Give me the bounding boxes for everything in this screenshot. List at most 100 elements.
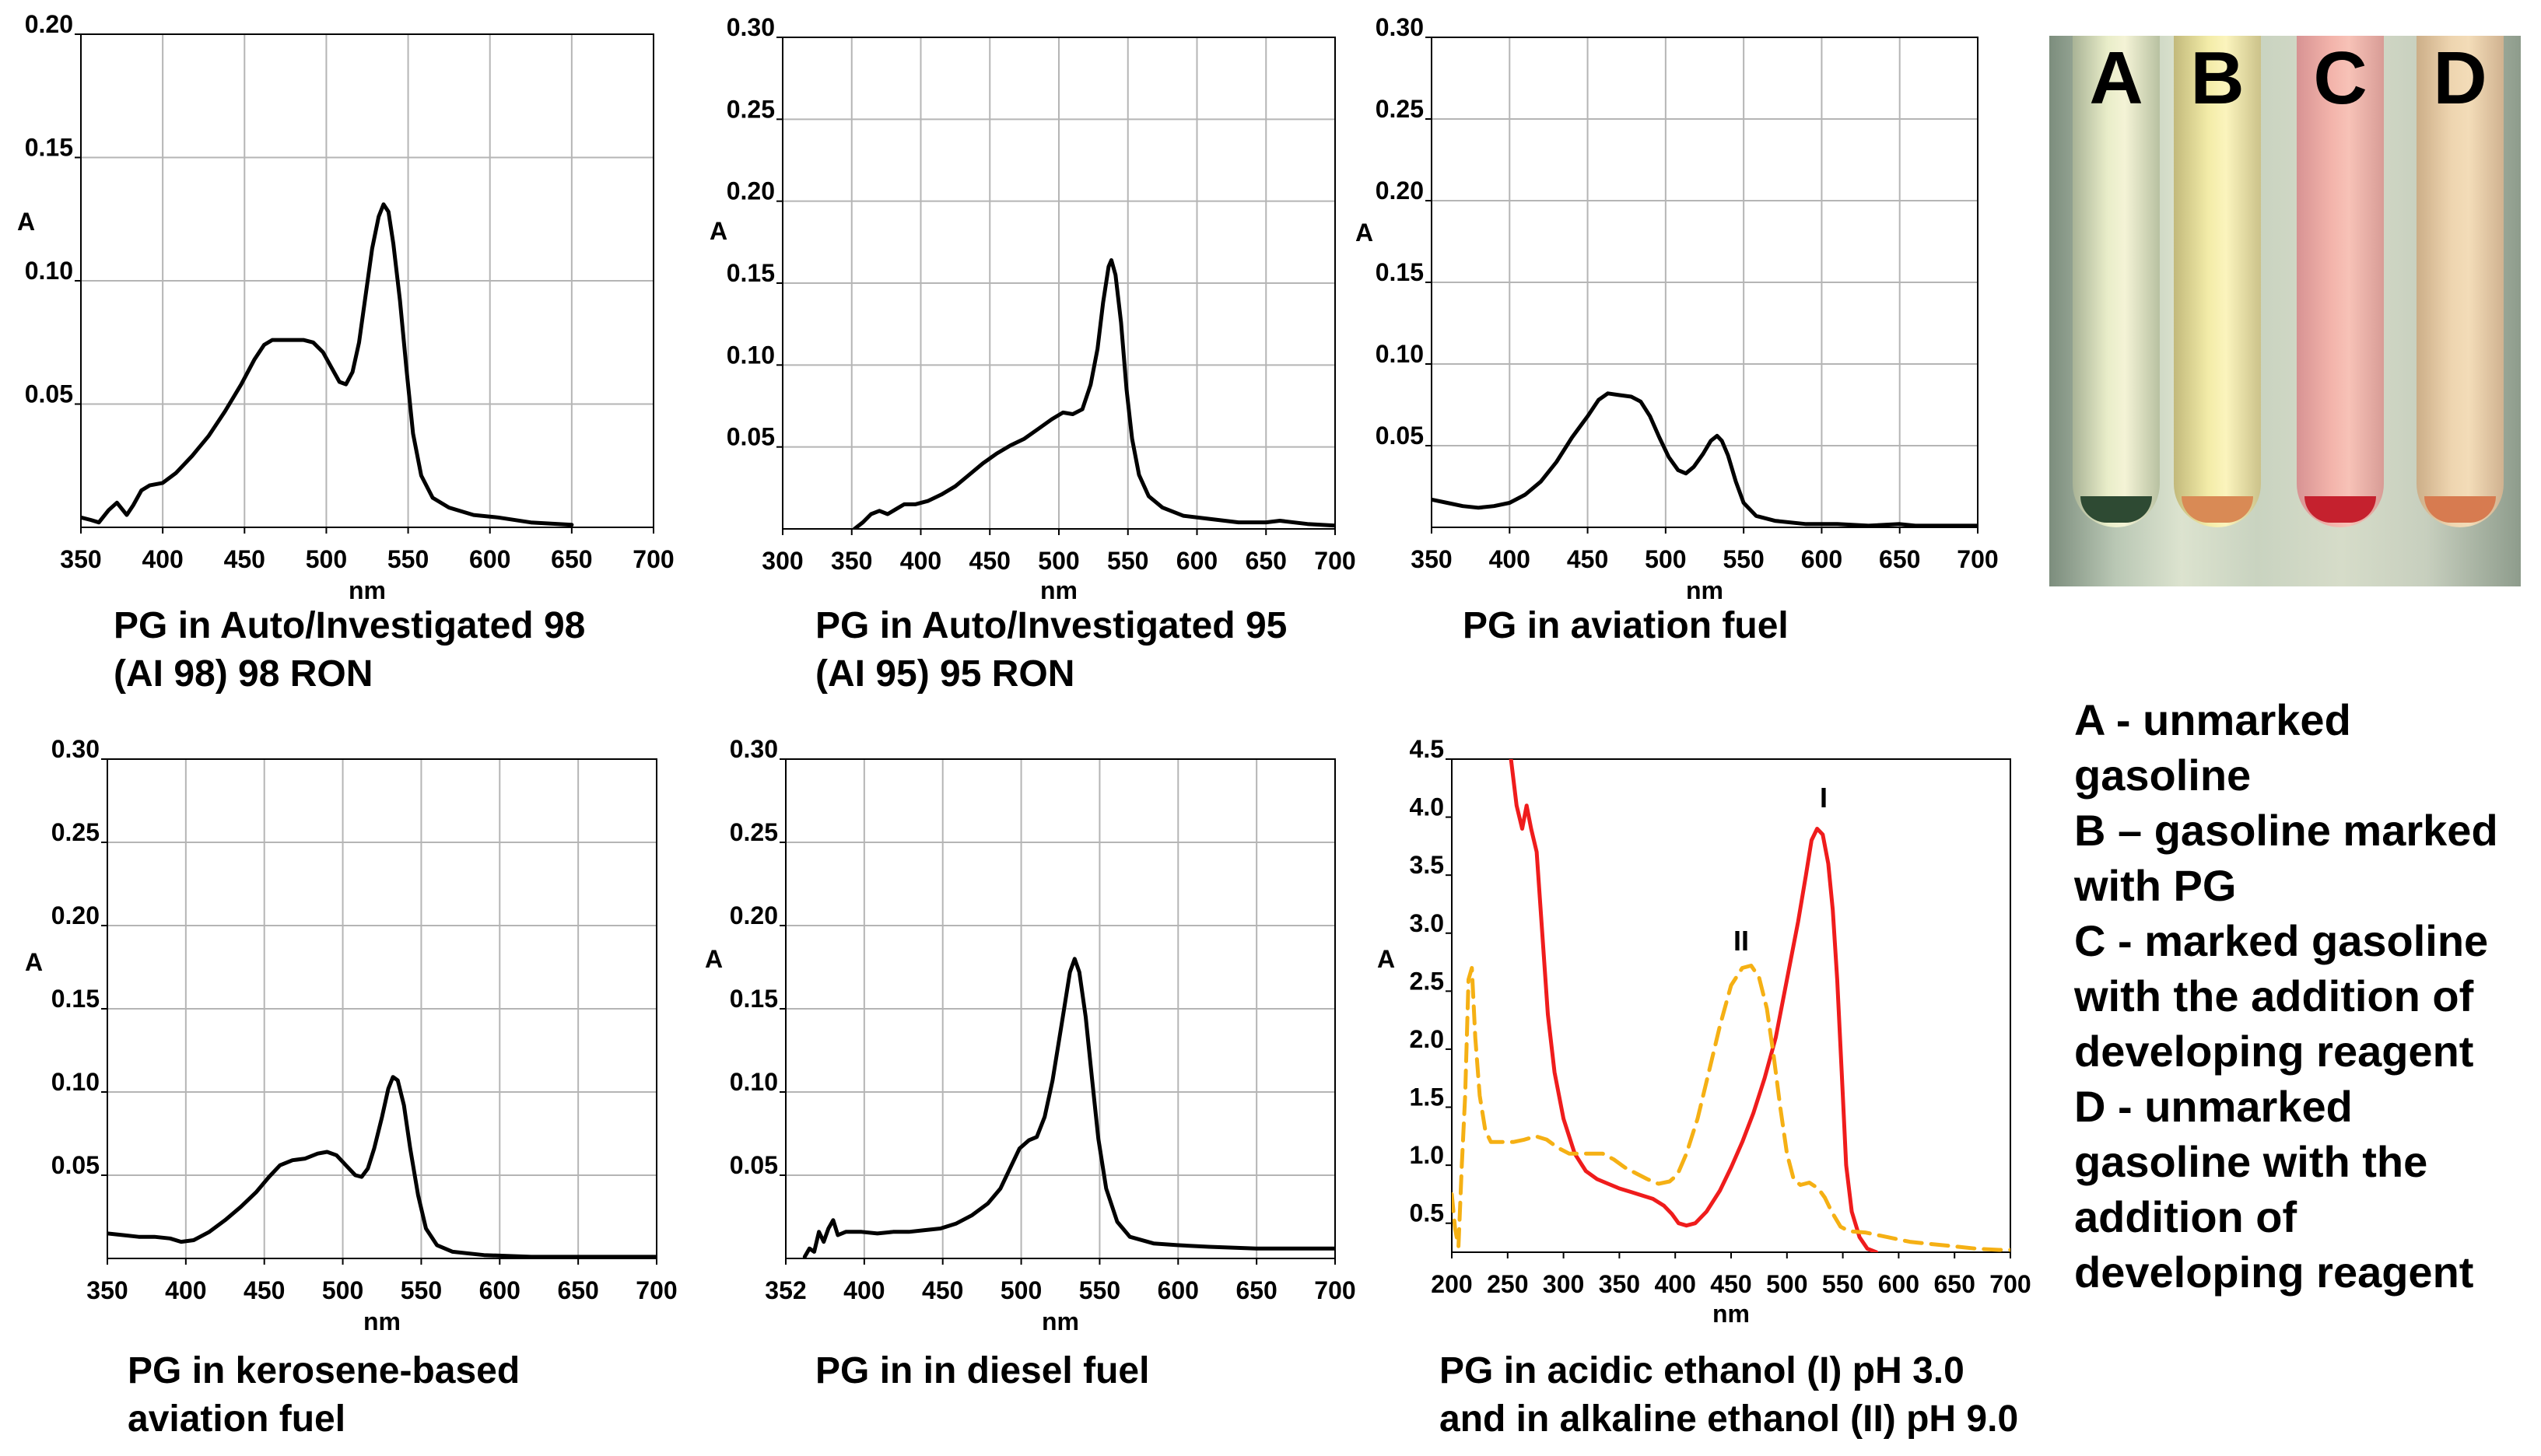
x-tick-label: 500	[1766, 1270, 1807, 1298]
x-tick-label: 650	[557, 1276, 598, 1304]
chart-title-line: PG in aviation fuel	[1463, 605, 1789, 646]
y-tick-label: 0.30	[727, 13, 775, 41]
series-line-pg	[802, 957, 1335, 1258]
y-tick-label: 4.5	[1410, 735, 1444, 763]
y-tick-label: 0.15	[25, 134, 73, 162]
tube-a-sediment	[2080, 496, 2152, 523]
y-tick-label: 0.5	[1410, 1199, 1444, 1227]
tube-label-b: B	[2190, 37, 2245, 120]
x-tick-label: 550	[1723, 545, 1764, 573]
x-tick-label: 352	[765, 1276, 806, 1304]
x-tick-label: 250	[1487, 1270, 1528, 1298]
tube-b: B	[2174, 36, 2261, 527]
chart-title: PG in Auto/Investigated 95 (AI 95) 95 RON	[815, 605, 1287, 695]
x-tick-label: 500	[1645, 545, 1686, 573]
x-tick-label: 550	[1822, 1270, 1863, 1298]
photo-legend: A - unmarked gasoline B – gasoline marke…	[2074, 692, 2533, 1300]
y-tick-label: 0.20	[25, 10, 73, 38]
series-line-pg	[1432, 391, 1978, 527]
series-line-i	[1509, 759, 1879, 1252]
x-tick-label: 400	[843, 1276, 885, 1304]
x-tick-label: 350	[831, 547, 872, 575]
x-axis-label: nm	[349, 576, 386, 604]
legend-line: with the addition of	[2074, 971, 2474, 1020]
tube-c: C	[2297, 36, 2384, 527]
x-tick-label: 650	[551, 545, 592, 573]
legend-line: with PG	[2074, 861, 2237, 910]
x-tick-label: 350	[1599, 1270, 1640, 1298]
y-axis-label: A	[705, 945, 723, 973]
plot-frame	[782, 37, 1336, 530]
legend-line: developing reagent	[2074, 1027, 2474, 1076]
chart-title: PG in Auto/Investigated 98 (AI 98) 98 RON	[114, 605, 585, 695]
y-tick-label: 0.15	[727, 259, 775, 287]
y-tick-label: 1.0	[1410, 1141, 1444, 1169]
x-tick-label: 700	[1314, 547, 1355, 575]
plot-frame	[1451, 758, 2011, 1253]
x-tick-label: 650	[1879, 545, 1920, 573]
x-tick-label: 450	[1567, 545, 1608, 573]
x-tick-label: 450	[244, 1276, 285, 1304]
chart-title-line: (AI 95) 95 RON	[815, 653, 1074, 695]
y-tick-label: 0.30	[1376, 13, 1424, 41]
y-axis-label: A	[17, 208, 35, 236]
chart-title: PG in aviation fuel	[1463, 605, 1789, 646]
x-tick-label: 650	[1235, 1276, 1277, 1304]
x-tick-label: 550	[387, 545, 429, 573]
legend-line: developing reagent	[2074, 1248, 2474, 1297]
curve-annotation: I	[1820, 782, 1828, 814]
chart-title-line: PG in in diesel fuel	[815, 1350, 1149, 1391]
y-tick-label: 0.05	[1376, 422, 1424, 450]
x-tick-label: 400	[1489, 545, 1530, 573]
y-tick-label: 2.0	[1410, 1025, 1444, 1053]
y-tick-label: 0.15	[730, 985, 778, 1013]
legend-line: gasoline with the	[2074, 1137, 2428, 1186]
legend-line: C - marked gasoline	[2074, 916, 2489, 965]
x-tick-label: 700	[1957, 545, 1998, 573]
x-axis-label: nm	[363, 1307, 401, 1335]
x-tick-label: 450	[969, 547, 1011, 575]
x-tick-label: 550	[1079, 1276, 1120, 1304]
x-tick-label: 450	[224, 545, 265, 573]
x-tick-label: 600	[479, 1276, 520, 1304]
plot-frame	[785, 758, 1336, 1259]
legend-line: addition of	[2074, 1192, 2297, 1241]
tube-d: D	[2417, 36, 2504, 527]
x-tick-label: 300	[762, 547, 803, 575]
y-tick-label: 1.5	[1410, 1083, 1444, 1111]
x-tick-label: 350	[1411, 545, 1452, 573]
chart-title-line: PG in acidic ethanol (I) pH 3.0	[1439, 1350, 1964, 1391]
x-tick-label: 700	[1314, 1276, 1355, 1304]
x-tick-label: 700	[1989, 1270, 2031, 1298]
y-tick-label: 0.25	[51, 818, 100, 846]
x-tick-label: 500	[1001, 1276, 1042, 1304]
test-tube-photo: A B C D	[2049, 36, 2521, 586]
y-tick-label: 0.30	[51, 735, 100, 763]
chart-title-line: (AI 98) 98 RON	[114, 653, 373, 695]
y-tick-label: 0.10	[1376, 340, 1424, 368]
y-tick-label: 0.25	[1376, 95, 1424, 123]
tube-d-sediment	[2424, 496, 2496, 523]
series-line-ii	[1452, 964, 2010, 1252]
x-tick-label: 600	[1176, 547, 1218, 575]
x-tick-label: 300	[1543, 1270, 1584, 1298]
series-line-pg	[852, 258, 1335, 529]
x-tick-label: 400	[142, 545, 183, 573]
y-tick-label: 0.20	[1376, 177, 1424, 205]
plot-frame	[107, 758, 657, 1259]
x-axis-label: nm	[1686, 576, 1723, 604]
chart-title-line: PG in Auto/Investigated 95	[815, 605, 1287, 646]
y-tick-label: 3.0	[1410, 909, 1444, 937]
y-axis-label: A	[710, 217, 727, 245]
curve-annotation: II	[1733, 925, 1749, 957]
x-tick-label: 650	[1934, 1270, 1975, 1298]
chart-title: PG in kerosene-based aviation fuel	[128, 1350, 520, 1440]
legend-line: D - unmarked	[2074, 1082, 2353, 1131]
tube-label-c: C	[2313, 37, 2368, 120]
x-tick-label: 700	[636, 1276, 677, 1304]
x-tick-label: 350	[60, 545, 101, 573]
series-line-pg	[107, 1075, 657, 1258]
tube-b-sediment	[2182, 496, 2253, 523]
y-tick-label: 0.05	[730, 1151, 778, 1179]
